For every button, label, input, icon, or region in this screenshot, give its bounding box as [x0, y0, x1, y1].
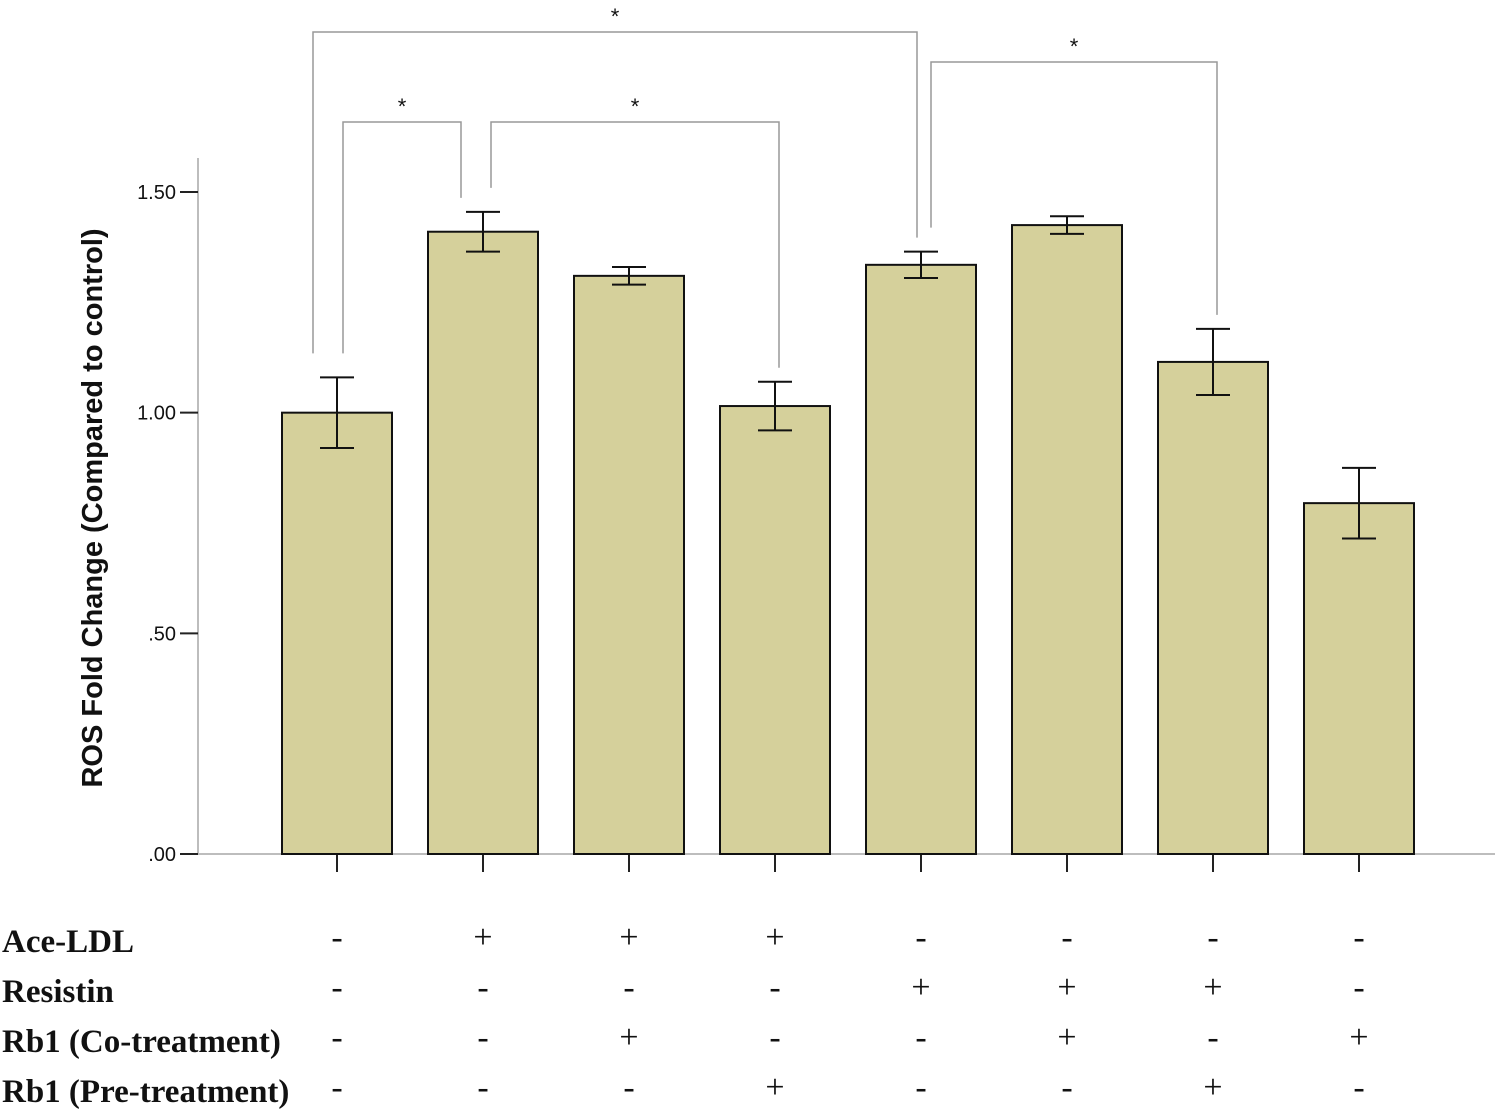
minus-sign: -: [1353, 919, 1364, 956]
plus-sign: +: [619, 1019, 638, 1056]
error-bar: [466, 210, 500, 253]
condition-label: Resistin: [2, 974, 114, 1010]
bar: [427, 230, 539, 856]
bar: [865, 263, 977, 855]
plus-sign: +: [1057, 1019, 1076, 1056]
minus-sign: -: [331, 1069, 342, 1106]
error-bar: [320, 376, 354, 449]
minus-sign: -: [623, 1069, 634, 1106]
error-bar: [1196, 327, 1230, 397]
condition-table: Ace-LDL - + + + - - - -Resistin - - - - + + + -Rb1 (Co-t…: [2, 919, 1369, 1110]
error-bar: [1050, 215, 1084, 235]
bracket-line: [930, 61, 1218, 315]
plus-sign: +: [1203, 969, 1222, 1006]
axes: .00 .50 1.00 1.50: [137, 158, 1495, 872]
minus-sign: -: [1061, 919, 1072, 956]
bar: [1011, 224, 1123, 856]
y-tick-label: 1.00: [137, 403, 176, 425]
minus-sign: -: [1353, 1069, 1364, 1106]
minus-sign: -: [1353, 969, 1364, 1006]
error-bar: [1342, 466, 1376, 540]
error-bars: [320, 210, 1376, 540]
y-tick-label: 1.50: [137, 182, 176, 204]
y-tick-label: .50: [148, 623, 176, 645]
plus-sign: +: [1349, 1019, 1368, 1056]
minus-sign: -: [477, 1019, 488, 1056]
significance-star: *: [398, 94, 407, 119]
plus-sign: +: [765, 919, 784, 956]
significance-brackets: * * * *: [312, 4, 1218, 368]
significance-bracket: *: [930, 34, 1218, 315]
minus-sign: -: [915, 1069, 926, 1106]
y-axis-label: ROS Fold Change (Compared to control): [77, 228, 109, 787]
plus-sign: +: [1203, 1069, 1222, 1106]
minus-sign: -: [477, 969, 488, 1006]
minus-sign: -: [769, 969, 780, 1006]
minus-sign: -: [623, 969, 634, 1006]
bracket-line: [342, 121, 462, 354]
minus-sign: -: [1207, 919, 1218, 956]
bars: [281, 224, 1415, 856]
minus-sign: -: [331, 969, 342, 1006]
condition-label: Ace-LDL: [2, 924, 134, 960]
significance-star: *: [631, 94, 640, 119]
significance-bracket: *: [312, 4, 918, 354]
minus-sign: -: [915, 919, 926, 956]
significance-bracket: *: [342, 94, 462, 354]
bar: [281, 411, 393, 855]
bar: [573, 274, 685, 855]
plus-sign: +: [1057, 969, 1076, 1006]
minus-sign: -: [331, 919, 342, 956]
error-bar: [612, 266, 646, 286]
condition-row: Rb1 (Co-treatment) - - + - - + - +: [2, 1019, 1369, 1060]
plus-sign: +: [473, 919, 492, 956]
minus-sign: -: [477, 1069, 488, 1106]
bar: [719, 405, 831, 855]
condition-row: Rb1 (Pre-treatment) - - - + - - + -: [2, 1069, 1365, 1110]
condition-row: Resistin - - - - + + + -: [2, 969, 1365, 1010]
significance-bracket: *: [490, 94, 780, 368]
bracket-line: [312, 31, 918, 354]
significance-star: *: [611, 4, 620, 29]
condition-row: Ace-LDL - + + + - - - -: [2, 919, 1365, 960]
condition-label: Rb1 (Pre-treatment): [2, 1074, 289, 1110]
y-tick-label: .00: [148, 844, 176, 866]
error-bar: [758, 380, 792, 432]
bar: [1303, 502, 1415, 855]
plus-sign: +: [619, 919, 638, 956]
plus-sign: +: [765, 1069, 784, 1106]
error-bar: [904, 250, 938, 280]
plus-sign: +: [911, 969, 930, 1006]
minus-sign: -: [1207, 1019, 1218, 1056]
minus-sign: -: [1061, 1069, 1072, 1106]
bar: [1157, 360, 1269, 855]
minus-sign: -: [769, 1019, 780, 1056]
minus-sign: -: [331, 1019, 342, 1056]
minus-sign: -: [915, 1019, 926, 1056]
bracket-line: [490, 121, 780, 368]
condition-label: Rb1 (Co-treatment): [2, 1024, 281, 1060]
significance-star: *: [1070, 34, 1079, 59]
